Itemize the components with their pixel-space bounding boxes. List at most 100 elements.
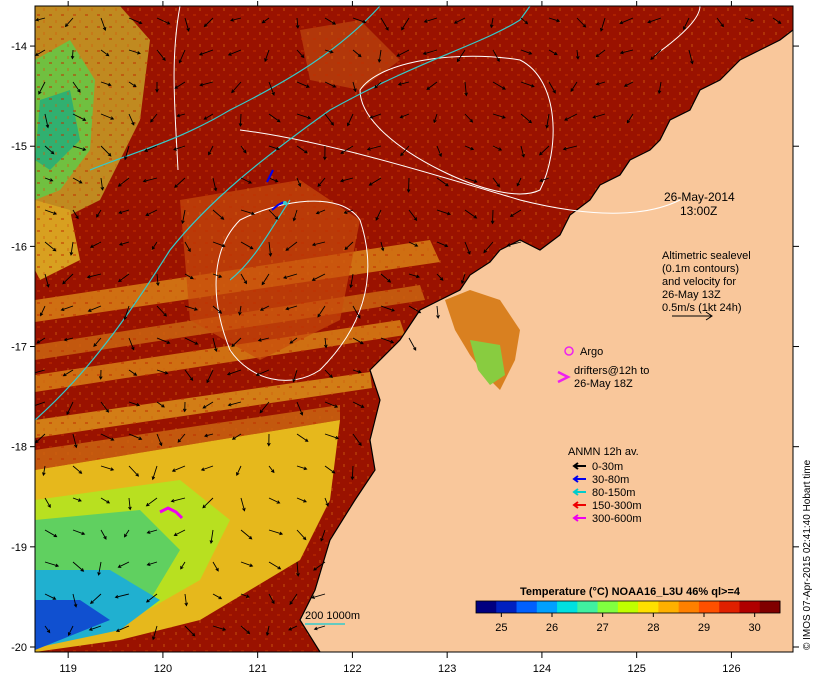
velocity-arrow-icon: [548, 17, 561, 23]
legend-arrow-icon: [572, 475, 586, 483]
velocity-arrow-icon: [377, 49, 382, 63]
velocity-arrow-icon: [296, 433, 309, 442]
velocity-arrow-icon: [100, 529, 107, 540]
credit-text: © IMOS 07-Apr-2015 02:41:40 Hobart time: [802, 459, 813, 650]
velocity-arrow-icon: [460, 273, 466, 285]
velocity-arrow-icon: [520, 81, 535, 88]
velocity-arrow-icon: [406, 177, 411, 193]
velocity-arrow-icon: [206, 369, 214, 384]
velocity-arrow-icon: [212, 305, 223, 314]
velocity-arrow-icon: [570, 81, 578, 93]
lon-tick-label: 119: [59, 663, 77, 675]
velocity-arrow-icon: [44, 625, 51, 634]
velocity-arrow-icon: [212, 241, 226, 248]
velocity-arrow-icon: [350, 465, 355, 481]
velocity-arrow-icon: [296, 529, 307, 541]
velocity-arrow-icon: [268, 145, 280, 151]
velocity-arrow-icon: [35, 433, 46, 444]
colorbar-cell: [597, 601, 619, 613]
velocity-arrow-icon: [70, 49, 75, 60]
velocity-arrow-icon: [170, 497, 186, 503]
velocity-arrow-icon: [492, 177, 500, 188]
velocity-arrow-icon: [156, 337, 171, 345]
velocity-arrow-icon: [265, 625, 270, 637]
velocity-arrow-icon: [401, 17, 410, 31]
drifter-label-1: drifters@12h to: [574, 365, 649, 377]
colorbar-cell: [658, 601, 680, 613]
velocity-arrow-icon: [349, 273, 354, 289]
velocity-arrow-icon: [72, 465, 83, 474]
velocity-arrow-icon: [184, 593, 189, 607]
colorbar-cell: [617, 601, 639, 613]
velocity-arrow-icon: [87, 305, 102, 312]
velocity-arrow-icon: [203, 17, 214, 28]
velocity-arrow-icon: [240, 145, 247, 154]
velocity-arrow-icon: [317, 177, 326, 188]
velocity-arrow-icon: [268, 465, 275, 474]
velocity-arrow-icon: [374, 81, 382, 89]
legend-item: 150-300m: [572, 500, 642, 512]
velocity-arrow-icon: [240, 497, 246, 512]
land-mass: [300, 6, 793, 652]
velocity-arrow-icon: [72, 113, 87, 121]
velocity-arrow-icon: [296, 49, 305, 59]
velocity-arrow-icon: [268, 497, 281, 504]
velocity-arrow-icon: [520, 145, 525, 158]
colorbar-cell: [577, 601, 599, 613]
velocity-arrow-icon: [492, 145, 503, 151]
velocity-arrow-icon: [539, 145, 550, 156]
velocity-arrow-icon: [124, 145, 130, 161]
velocity-arrow-icon: [311, 593, 326, 599]
velocity-arrow-icon: [63, 337, 74, 342]
velocity-arrow-icon: [145, 497, 158, 507]
velocity-arrow-icon: [436, 209, 451, 216]
date-label: 26-May-2014: [664, 190, 735, 204]
velocity-arrow-icon: [72, 561, 85, 572]
velocity-arrow-icon: [396, 49, 410, 57]
velocity-arrow-icon: [296, 113, 312, 120]
drifter-symbol: [557, 370, 571, 384]
velocity-arrow-icon: [324, 337, 328, 349]
velocity-arrow-icon: [36, 337, 46, 344]
altimetry-line-1: Altimetric sealevel: [662, 250, 751, 262]
colorbar-cell: [678, 601, 700, 613]
velocity-arrow-icon: [174, 81, 186, 89]
velocity-arrow-icon: [520, 49, 533, 55]
velocity-arrow-icon: [492, 81, 506, 90]
velocity-arrow-icon: [650, 49, 662, 61]
velocity-arrow-icon: [456, 49, 466, 63]
velocity-arrow-icon: [114, 593, 130, 599]
velocity-arrow-icon: [339, 177, 354, 183]
velocity-arrow-icon: [464, 81, 468, 97]
velocity-arrow-icon: [100, 497, 111, 504]
legend-item: 300-600m: [572, 513, 642, 525]
velocity-arrow-icon: [230, 17, 242, 22]
velocity-arrow-icon: [240, 625, 251, 635]
velocity-arrow-icon: [97, 561, 102, 576]
velocity-arrow-icon: [208, 145, 214, 156]
velocity-arrow-icon: [592, 113, 606, 119]
velocity-arrow-icon: [436, 273, 444, 281]
velocity-arrow-icon: [380, 241, 385, 252]
velocity-arrow-icon: [408, 337, 417, 351]
velocity-arrow-icon: [212, 593, 223, 600]
velocity-arrow-icon: [100, 145, 112, 157]
velocity-arrow-icon: [292, 209, 298, 222]
velocity-arrow-icon: [426, 81, 438, 90]
velocity-arrow-icon: [184, 337, 199, 345]
velocity-arrow-icon: [212, 625, 227, 631]
velocity-arrow-icon: [128, 401, 141, 407]
legend-label: 80-150m: [592, 487, 635, 499]
velocity-arrow-icon: [268, 241, 273, 257]
velocity-arrow-icon: [117, 177, 130, 187]
lat-tick-label: -16: [11, 241, 27, 253]
velocity-arrow-icon: [212, 273, 223, 278]
colorbar-tick-label: 27: [597, 622, 609, 634]
colorbar-cell: [516, 601, 538, 613]
velocity-arrow-icon: [375, 209, 382, 221]
velocity-arrow-icon: [268, 177, 279, 183]
velocity-arrow-icon: [231, 433, 242, 440]
velocity-arrow-icon: [399, 113, 410, 119]
velocity-arrow-icon: [238, 113, 243, 127]
velocity-arrow-icon: [289, 337, 298, 344]
